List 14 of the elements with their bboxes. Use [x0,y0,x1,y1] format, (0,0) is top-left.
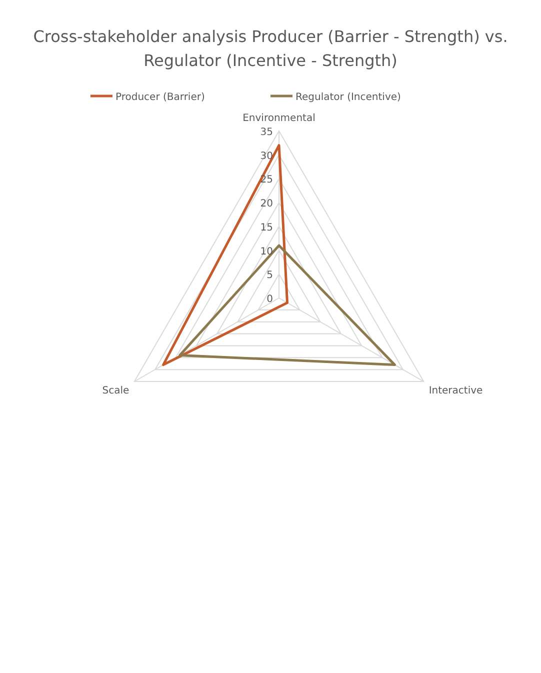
y-tick-label: 25 [260,174,273,186]
y-tick-label: 10 [260,246,273,258]
legend-label: Producer (Barrier) [116,92,205,103]
spoke-label: Interactive [428,386,483,396]
y-tick-label: 15 [260,222,273,234]
spoke-label: Environmental [242,113,316,124]
legend-label: Regulator (Incentive) [296,92,402,103]
spoke-label: Scale [102,386,130,396]
y-tick-label: 5 [266,270,273,282]
chart-title: Cross-stakeholder analysis Producer (Barrier - Strength) vs. Regulator (Incentive - Strength) [33,27,508,70]
y-tick-label: 30 [260,150,273,162]
y-tick-label: 35 [260,127,273,138]
y-tick-label: 0 [266,294,273,305]
y-tick-label: 20 [260,198,273,210]
